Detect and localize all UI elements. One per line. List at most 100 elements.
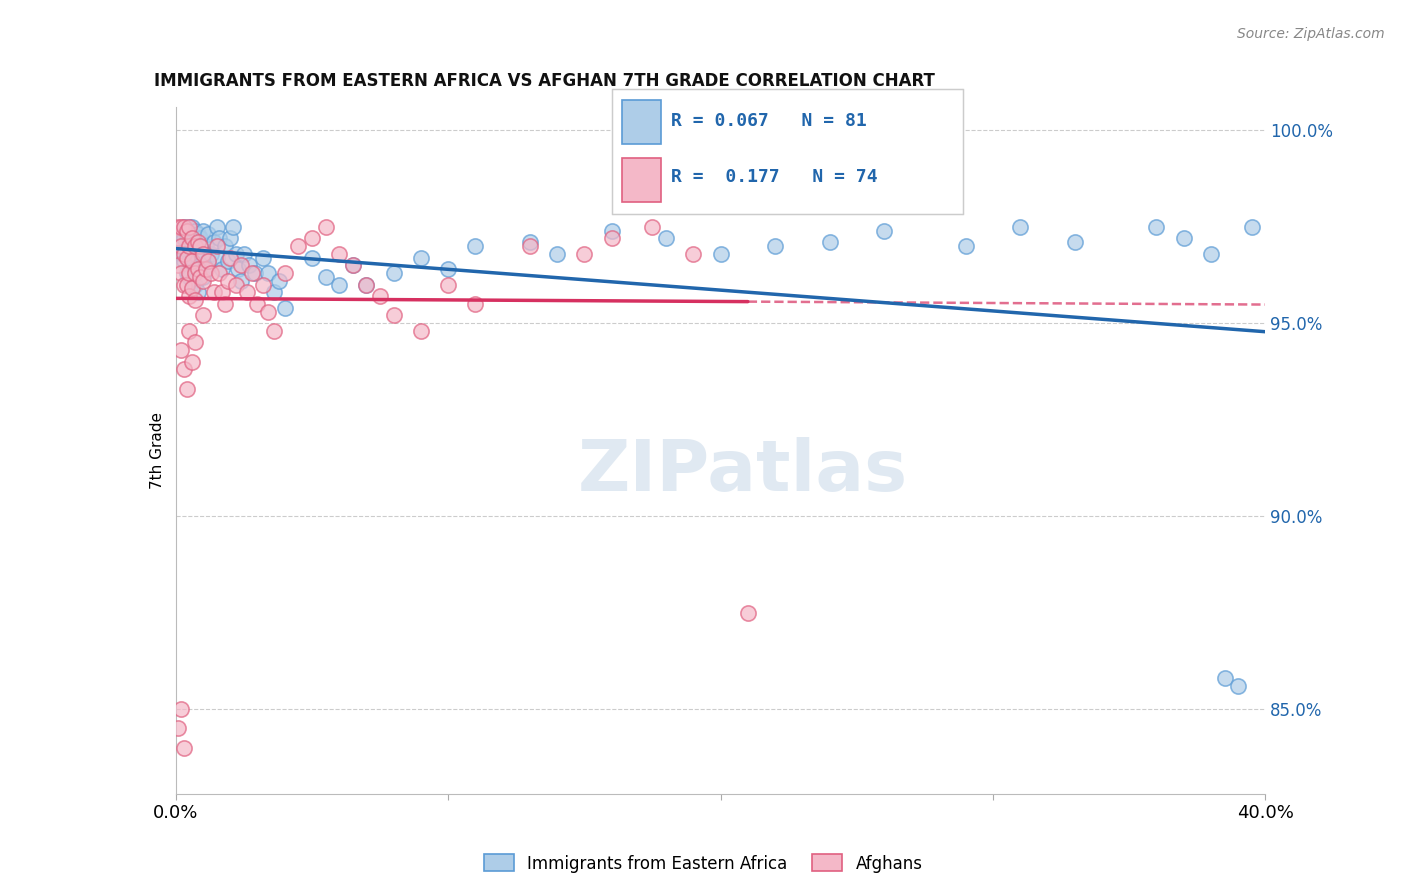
Point xyxy=(211,285,233,300)
Point xyxy=(342,258,364,272)
Point xyxy=(188,239,211,253)
Point xyxy=(437,277,460,292)
Point xyxy=(342,258,364,272)
Point xyxy=(186,262,209,277)
Point xyxy=(287,239,309,253)
Point xyxy=(763,239,786,253)
Point xyxy=(274,266,297,280)
Point xyxy=(184,239,207,253)
Point xyxy=(737,606,759,620)
Point xyxy=(179,219,201,234)
Point xyxy=(170,266,193,280)
Point xyxy=(1227,679,1250,693)
Point xyxy=(167,239,190,253)
Point xyxy=(546,246,568,260)
Point xyxy=(191,251,214,265)
Point xyxy=(382,266,405,280)
Point xyxy=(188,231,211,245)
Point xyxy=(200,246,222,260)
Point xyxy=(184,266,207,280)
Legend: Immigrants from Eastern Africa, Afghans: Immigrants from Eastern Africa, Afghans xyxy=(477,847,929,880)
Point xyxy=(328,277,350,292)
Point xyxy=(873,223,896,237)
Point xyxy=(205,219,228,234)
Point xyxy=(205,239,228,253)
Point xyxy=(186,285,209,300)
Point xyxy=(197,254,219,268)
Point xyxy=(194,262,217,277)
Point xyxy=(217,254,239,268)
Point xyxy=(176,277,198,292)
Point xyxy=(219,231,242,245)
Point xyxy=(170,235,193,249)
Point xyxy=(181,235,204,249)
Point xyxy=(1199,246,1222,260)
Point xyxy=(243,266,266,280)
Point xyxy=(170,343,193,358)
Point xyxy=(179,269,201,284)
Point xyxy=(600,231,623,245)
Point xyxy=(181,251,204,265)
Point xyxy=(173,740,195,755)
Point xyxy=(356,277,378,292)
Point xyxy=(208,266,231,280)
Point xyxy=(186,243,209,257)
Point xyxy=(186,235,209,249)
Point xyxy=(170,219,193,234)
Point xyxy=(194,262,217,277)
Text: R = 0.067   N = 81: R = 0.067 N = 81 xyxy=(672,112,868,130)
Point xyxy=(211,262,233,277)
Point xyxy=(167,721,190,735)
Point xyxy=(382,309,405,323)
Point xyxy=(710,246,733,260)
Point xyxy=(184,223,207,237)
Point xyxy=(176,223,198,237)
Point xyxy=(176,243,198,257)
Point xyxy=(181,281,204,295)
Point xyxy=(170,702,193,716)
Point xyxy=(1063,235,1085,249)
Point xyxy=(409,324,432,338)
Text: ZIPatlas: ZIPatlas xyxy=(578,436,907,506)
Point xyxy=(197,254,219,268)
Point xyxy=(186,227,209,242)
Point xyxy=(217,274,239,288)
Point xyxy=(315,219,337,234)
Point xyxy=(191,269,214,284)
Point xyxy=(179,219,201,234)
Point xyxy=(176,382,198,396)
Point xyxy=(225,246,247,260)
Point xyxy=(222,219,245,234)
Point xyxy=(1213,671,1236,685)
Point xyxy=(409,251,432,265)
Point xyxy=(184,277,207,292)
Point xyxy=(167,231,190,245)
Point xyxy=(1144,219,1167,234)
Point xyxy=(173,277,195,292)
Point xyxy=(181,274,204,288)
Point xyxy=(257,304,280,318)
Point xyxy=(179,324,201,338)
Point xyxy=(181,219,204,234)
Point xyxy=(191,246,214,260)
Point xyxy=(170,239,193,253)
Point xyxy=(368,289,391,303)
Text: Source: ZipAtlas.com: Source: ZipAtlas.com xyxy=(1237,27,1385,41)
Point xyxy=(219,251,242,265)
Point xyxy=(173,219,195,234)
Point xyxy=(205,251,228,265)
Point xyxy=(269,274,291,288)
Point xyxy=(228,262,250,277)
Point xyxy=(246,297,269,311)
Point xyxy=(437,262,460,277)
Point xyxy=(301,251,323,265)
Point xyxy=(519,239,541,253)
Point xyxy=(176,251,198,265)
Point xyxy=(188,258,211,272)
Point xyxy=(263,324,285,338)
Point xyxy=(170,246,193,260)
Point xyxy=(655,231,678,245)
Point xyxy=(202,285,225,300)
Point xyxy=(225,277,247,292)
Point xyxy=(252,277,274,292)
